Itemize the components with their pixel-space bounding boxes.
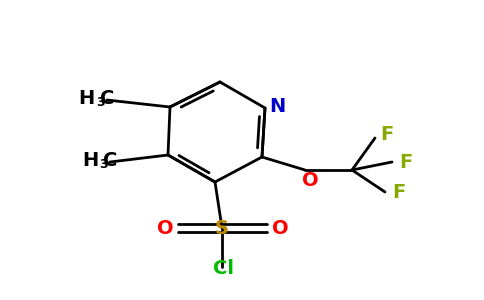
- Text: S: S: [215, 218, 229, 238]
- Text: C: C: [100, 89, 114, 109]
- Text: 3: 3: [96, 97, 105, 110]
- Text: F: F: [399, 152, 413, 172]
- Text: Cl: Cl: [213, 259, 235, 278]
- Text: F: F: [393, 184, 406, 202]
- Text: H: H: [79, 89, 95, 109]
- Text: N: N: [269, 97, 285, 116]
- Text: O: O: [302, 170, 318, 190]
- Text: O: O: [272, 218, 288, 238]
- Text: 3: 3: [99, 158, 107, 172]
- Text: H: H: [82, 152, 98, 170]
- Text: F: F: [380, 125, 393, 145]
- Text: C: C: [103, 152, 117, 170]
- Text: O: O: [157, 218, 173, 238]
